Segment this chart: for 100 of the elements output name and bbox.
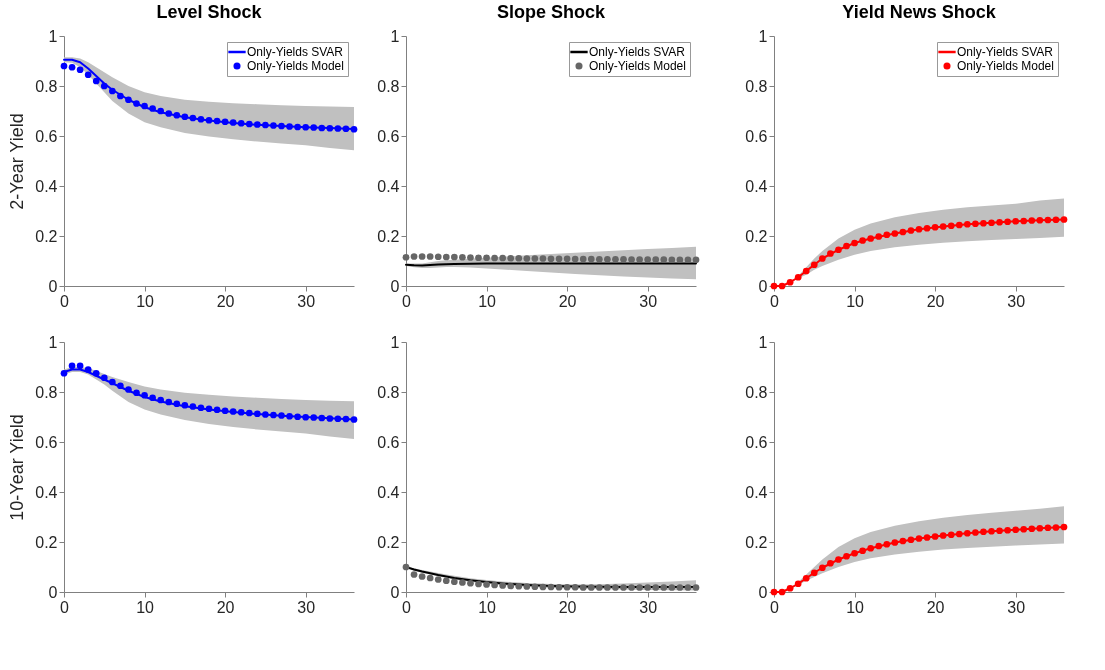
- point: [972, 529, 979, 536]
- point: [334, 415, 342, 423]
- y-tick-label: 0.8: [35, 77, 58, 95]
- point: [875, 542, 883, 550]
- point: [1028, 217, 1036, 224]
- point: [350, 416, 358, 423]
- point: [955, 221, 963, 229]
- point: [173, 111, 181, 119]
- y-tick-label: 0.8: [35, 383, 58, 401]
- point: [644, 584, 652, 591]
- point: [676, 584, 684, 591]
- x-tick-label: 30: [639, 598, 658, 616]
- point: [972, 220, 979, 228]
- point: [318, 414, 326, 422]
- point: [555, 583, 563, 591]
- point: [579, 584, 587, 591]
- point: [491, 581, 498, 589]
- point: [108, 87, 116, 95]
- x-tick-label: 30: [639, 292, 658, 310]
- point: [165, 110, 173, 117]
- point: [859, 547, 866, 555]
- point: [980, 528, 987, 536]
- point: [245, 409, 253, 417]
- legend-label: Only-Yields Model: [247, 59, 344, 73]
- x-tick-label: 20: [216, 292, 235, 310]
- y-tick-label: 0: [48, 583, 58, 601]
- point: [165, 398, 173, 406]
- point: [310, 124, 318, 131]
- point: [827, 559, 834, 567]
- point: [326, 124, 334, 132]
- point: [1028, 525, 1036, 533]
- point: [636, 584, 643, 591]
- point: [931, 223, 939, 231]
- point: [229, 408, 237, 415]
- y-tick-label: 0: [758, 277, 768, 295]
- y-tick-label: 0.4: [377, 177, 400, 195]
- point: [68, 63, 76, 71]
- point: [84, 366, 92, 373]
- point: [652, 584, 660, 591]
- chart-title: Level Shock: [156, 2, 263, 22]
- point: [692, 584, 700, 591]
- point: [907, 536, 915, 544]
- point: [92, 369, 100, 377]
- point: [181, 401, 189, 409]
- y-tick-label: 1: [48, 333, 58, 351]
- point: [467, 579, 474, 587]
- point: [539, 583, 547, 591]
- point: [939, 532, 947, 539]
- y-tick-label: 0.2: [377, 533, 400, 551]
- y-tick-label: 0.6: [35, 127, 58, 145]
- point: [818, 564, 826, 572]
- point: [947, 222, 955, 230]
- point: [996, 218, 1003, 226]
- x-tick-label: 20: [926, 292, 945, 310]
- y-tick-label: 0.4: [745, 483, 768, 501]
- point: [205, 405, 213, 413]
- point: [133, 100, 140, 107]
- point: [294, 123, 301, 131]
- point: [595, 584, 603, 591]
- point: [507, 582, 515, 590]
- point: [891, 230, 899, 237]
- point: [899, 228, 907, 236]
- point: [475, 580, 482, 588]
- point: [867, 544, 875, 552]
- point: [988, 219, 995, 227]
- y-tick-label: 0.8: [745, 77, 768, 95]
- point: [515, 582, 523, 590]
- point: [450, 578, 458, 586]
- legend-label: Only-Yields SVAR: [957, 45, 1054, 59]
- point: [802, 267, 810, 275]
- point: [802, 574, 810, 582]
- point: [939, 223, 947, 230]
- point: [410, 571, 418, 578]
- point: [859, 237, 866, 244]
- point: [286, 412, 293, 420]
- point: [92, 77, 100, 85]
- point: [197, 115, 205, 123]
- point: [237, 408, 245, 416]
- point: [604, 584, 611, 591]
- point: [923, 224, 931, 232]
- point: [149, 394, 156, 402]
- point: [100, 374, 108, 382]
- point: [141, 391, 148, 399]
- x-tick-label: 30: [1007, 292, 1026, 310]
- point: [442, 577, 450, 585]
- point: [1060, 216, 1068, 223]
- y-tick-label: 0.2: [35, 227, 58, 245]
- point: [1012, 526, 1020, 534]
- legend-label: Only-Yields Model: [589, 59, 686, 73]
- point: [117, 92, 124, 100]
- point: [628, 584, 635, 591]
- x-tick-label: 10: [136, 292, 155, 310]
- point: [963, 529, 971, 537]
- y-tick-label: 0.2: [745, 533, 768, 551]
- point: [531, 583, 539, 591]
- point: [818, 255, 826, 262]
- point: [117, 382, 124, 390]
- point: [84, 71, 92, 79]
- point: [684, 584, 692, 591]
- y-tick-label: 1: [390, 27, 400, 45]
